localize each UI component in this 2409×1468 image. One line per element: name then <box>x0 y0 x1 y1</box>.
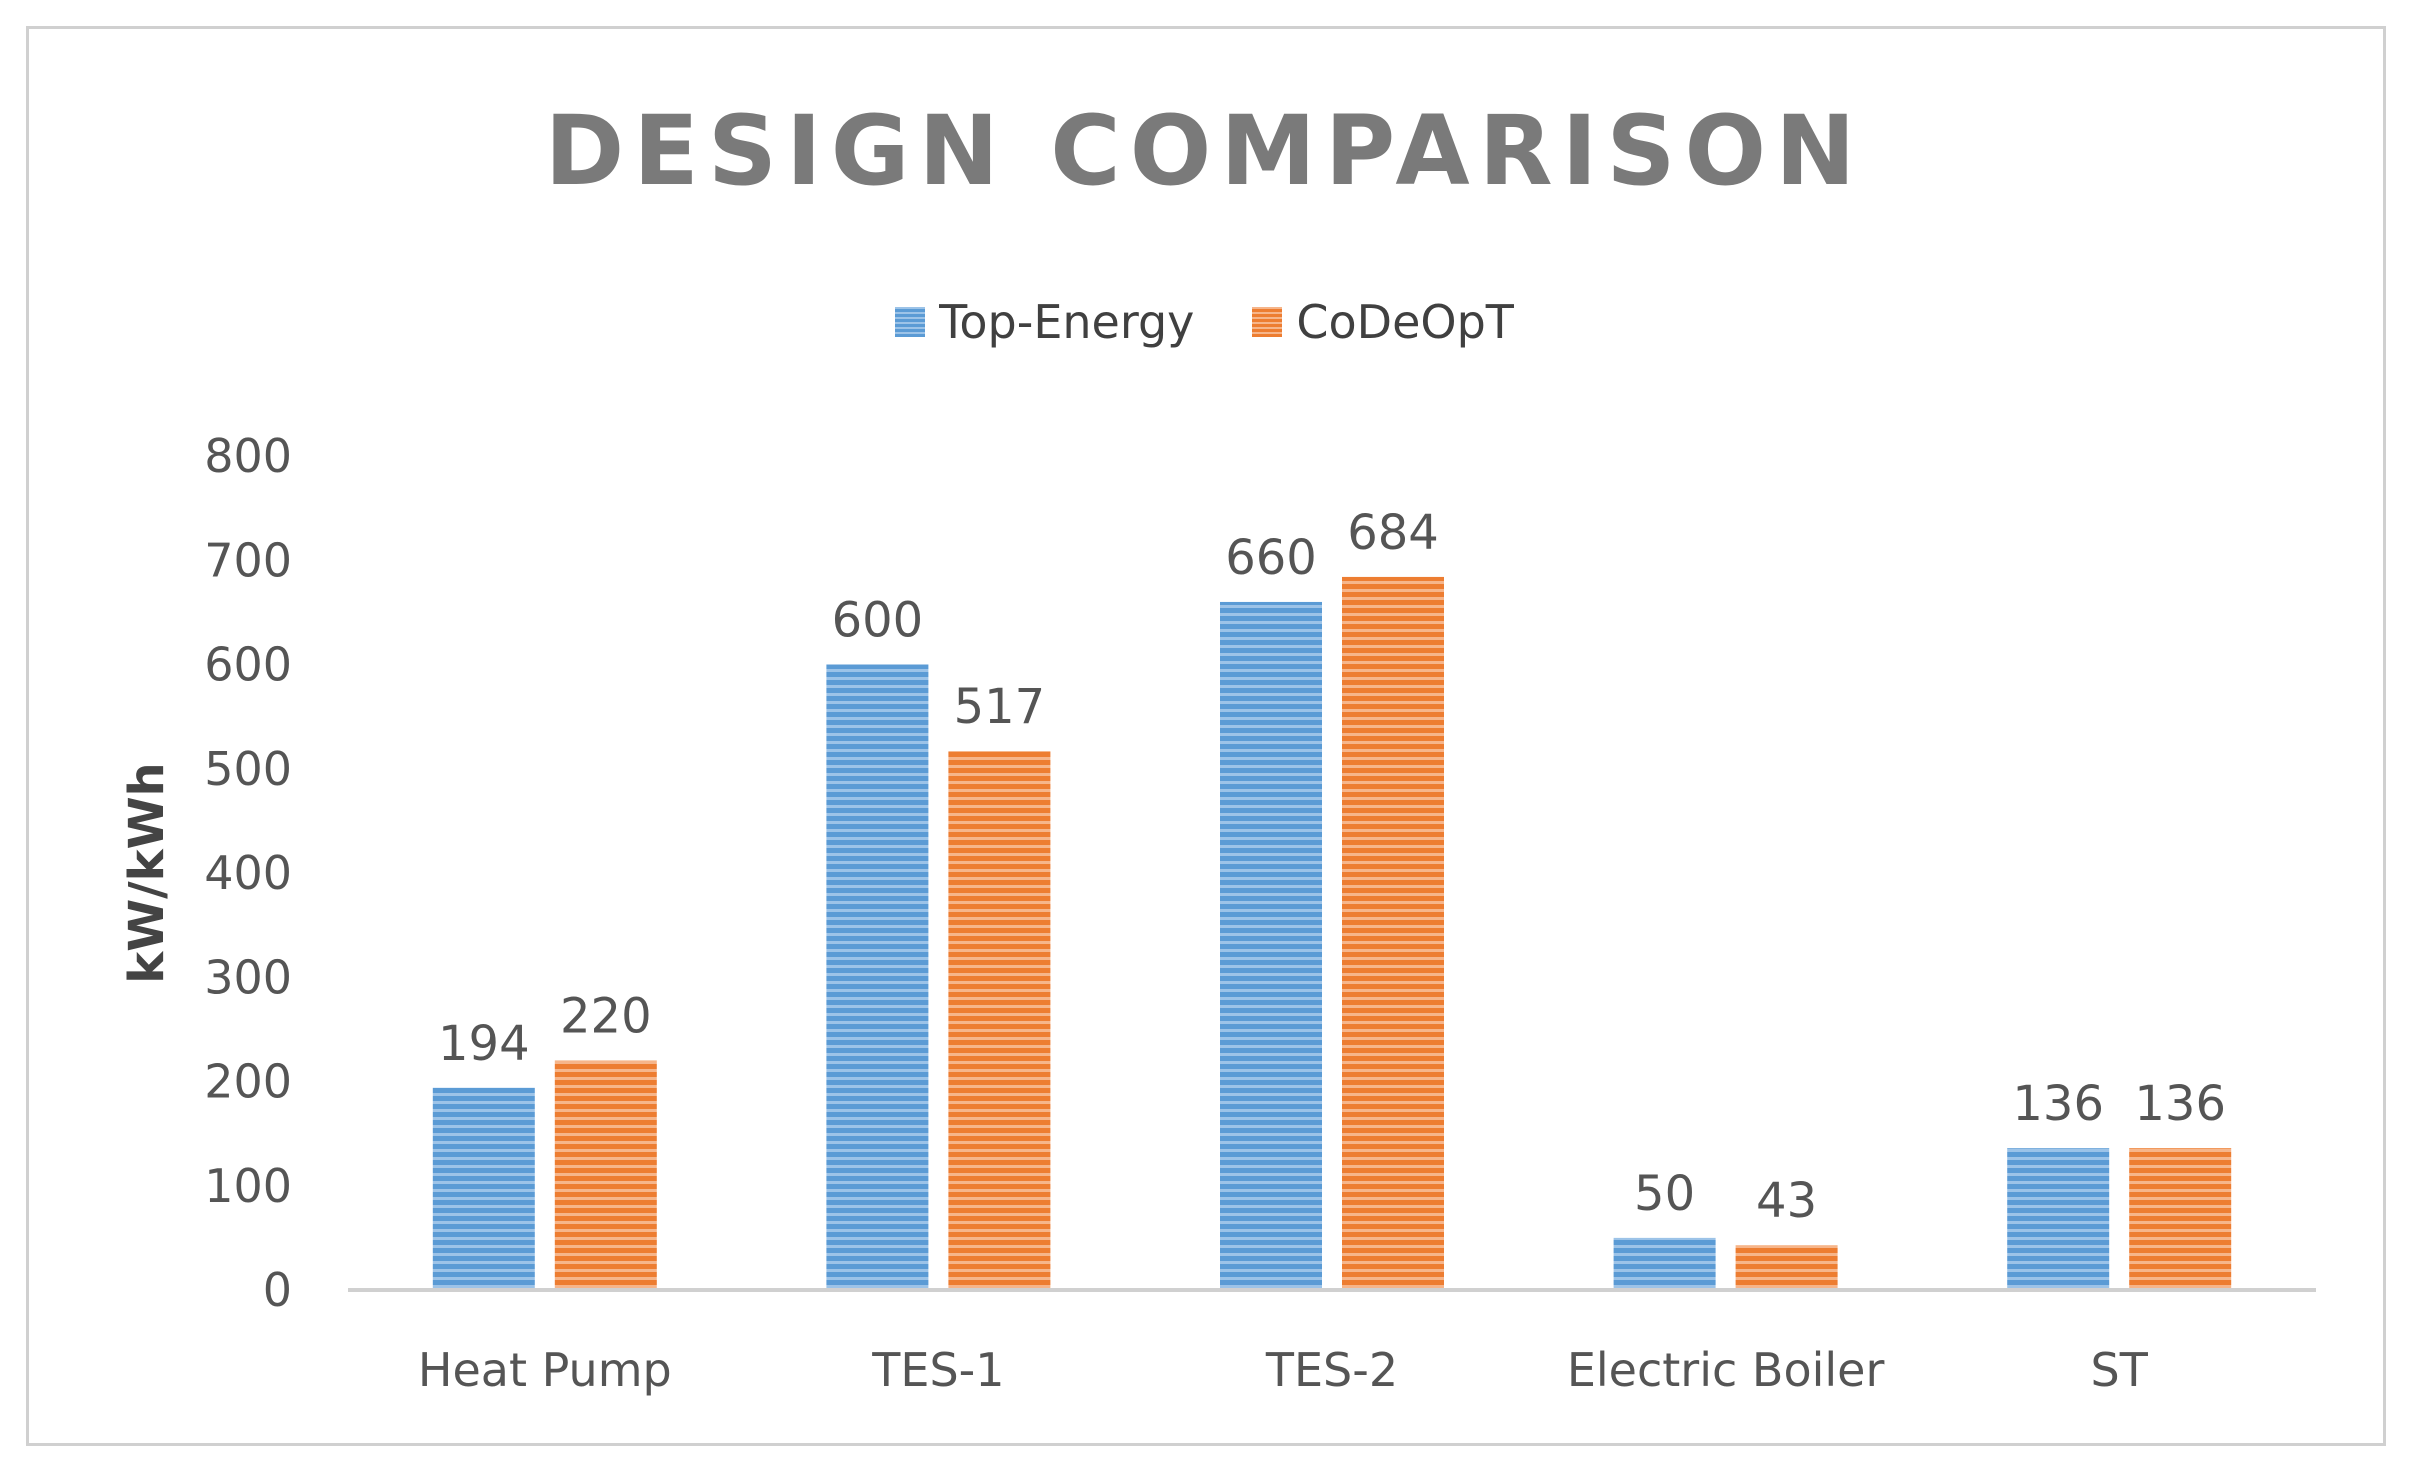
data-label-top-energy-heat-pump: 194 <box>438 1016 530 1072</box>
category-label-st: ST <box>2091 1343 2149 1397</box>
bar-top-energy-tes-1 <box>826 664 929 1290</box>
y-tick-label-700: 700 <box>204 533 292 587</box>
y-tick-label-100: 100 <box>204 1159 292 1213</box>
bar-top-energy-st <box>2007 1148 2110 1290</box>
y-axis-ticks: 0 100 200 300 400 500 600 700 800 <box>204 429 292 1317</box>
y-axis-label: kW/kWh <box>119 762 175 983</box>
legend: Top-Energy CoDeOpT <box>0 295 2409 349</box>
y-tick-label-800: 800 <box>204 429 292 483</box>
y-tick-label-500: 500 <box>204 742 292 796</box>
data-label-top-energy-tes-2: 660 <box>1225 530 1317 586</box>
legend-swatch-top-energy <box>895 307 926 337</box>
bar-codeopt-tes-1 <box>948 751 1051 1290</box>
data-label-codeopt-st: 136 <box>2134 1076 2226 1132</box>
data-label-codeopt-electric-boiler: 43 <box>1756 1173 1817 1229</box>
legend-item-top-energy: Top-Energy <box>895 295 1194 349</box>
category-label-tes-2: TES-2 <box>1265 1343 1398 1397</box>
bar-top-energy-electric-boiler <box>1613 1237 1716 1290</box>
y-tick-label-0: 0 <box>263 1263 292 1317</box>
y-tick-label-200: 200 <box>204 1055 292 1109</box>
category-labels: Heat Pump TES-1 TES-2 Electric Boiler ST <box>418 1343 2149 1397</box>
y-tick-label-300: 300 <box>204 950 292 1004</box>
category-label-electric-boiler: Electric Boiler <box>1567 1343 1885 1397</box>
category-label-heat-pump: Heat Pump <box>418 1343 672 1397</box>
data-label-codeopt-tes-2: 684 <box>1347 505 1439 561</box>
legend-swatch-codeopt <box>1252 307 1283 337</box>
data-label-codeopt-tes-1: 517 <box>954 679 1046 735</box>
chart-title: DESIGN COMPARISON <box>544 95 1865 207</box>
bar-codeopt-electric-boiler <box>1735 1245 1838 1290</box>
data-label-top-energy-electric-boiler: 50 <box>1634 1166 1695 1222</box>
y-tick-label-400: 400 <box>204 846 292 900</box>
bar-top-energy-heat-pump <box>432 1087 535 1290</box>
data-labels: 194 220 600 517 660 684 50 43 136 136 <box>438 505 2226 1229</box>
data-label-top-energy-tes-1: 600 <box>832 593 924 649</box>
legend-label-codeopt: CoDeOpT <box>1296 295 1514 349</box>
legend-item-codeopt: CoDeOpT <box>1252 295 1514 349</box>
bar-top-energy-tes-2 <box>1220 601 1322 1290</box>
bar-codeopt-st <box>2129 1148 2232 1290</box>
y-tick-label-600: 600 <box>204 638 292 692</box>
legend-label-top-energy: Top-Energy <box>939 295 1195 349</box>
category-label-tes-1: TES-1 <box>871 1343 1004 1397</box>
bar-codeopt-heat-pump <box>554 1060 657 1290</box>
bars <box>432 576 2232 1290</box>
data-label-top-energy-st: 136 <box>2012 1076 2104 1132</box>
bar-codeopt-tes-2 <box>1342 576 1444 1290</box>
chart-frame <box>26 26 2386 1446</box>
data-label-codeopt-heat-pump: 220 <box>560 989 652 1045</box>
